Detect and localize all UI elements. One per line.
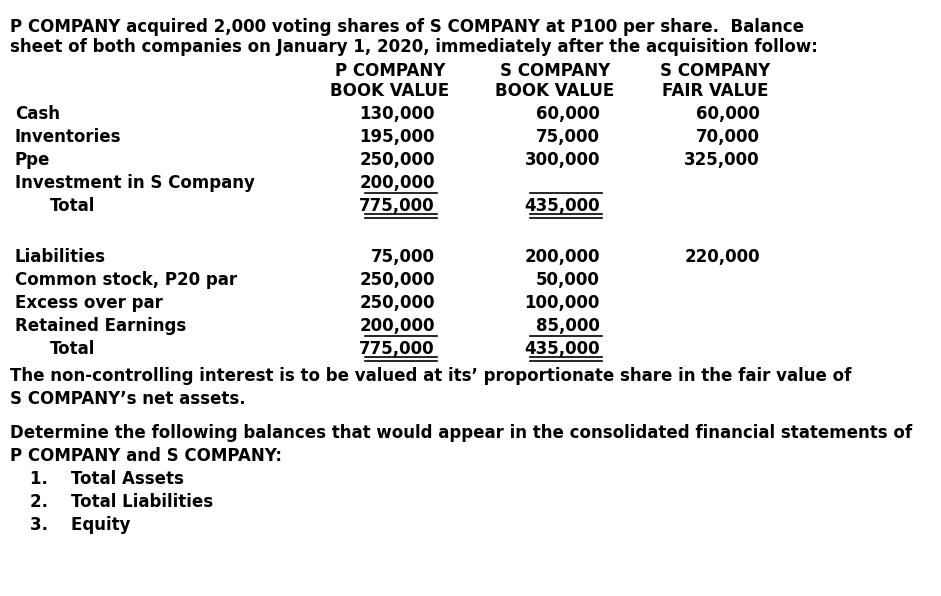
Text: 70,000: 70,000 — [696, 128, 760, 146]
Text: S COMPANY: S COMPANY — [500, 62, 610, 80]
Text: Determine the following balances that would appear in the consolidated financial: Determine the following balances that wo… — [10, 424, 912, 442]
Text: Total: Total — [50, 340, 95, 358]
Text: BOOK VALUE: BOOK VALUE — [495, 82, 614, 100]
Text: 435,000: 435,000 — [524, 340, 600, 358]
Text: 200,000: 200,000 — [359, 316, 435, 334]
Text: FAIR VALUE: FAIR VALUE — [662, 82, 768, 100]
Text: 50,000: 50,000 — [536, 271, 600, 288]
Text: 85,000: 85,000 — [536, 316, 600, 334]
Text: Investment in S Company: Investment in S Company — [15, 174, 255, 192]
Text: BOOK VALUE: BOOK VALUE — [330, 82, 450, 100]
Text: 325,000: 325,000 — [684, 151, 760, 169]
Text: Ppe: Ppe — [15, 151, 51, 169]
Text: 435,000: 435,000 — [524, 197, 600, 215]
Text: 220,000: 220,000 — [684, 247, 760, 266]
Text: 1.    Total Assets: 1. Total Assets — [30, 470, 183, 488]
Text: 250,000: 250,000 — [359, 151, 435, 169]
Text: 775,000: 775,000 — [359, 197, 435, 215]
Text: 250,000: 250,000 — [359, 271, 435, 288]
Text: 200,000: 200,000 — [359, 174, 435, 192]
Text: P COMPANY: P COMPANY — [335, 62, 445, 80]
Text: 75,000: 75,000 — [536, 128, 600, 146]
Text: 60,000: 60,000 — [536, 105, 600, 123]
Text: S COMPANY: S COMPANY — [660, 62, 770, 80]
Text: Inventories: Inventories — [15, 128, 121, 146]
Text: S COMPANY’s net assets.: S COMPANY’s net assets. — [10, 390, 246, 408]
Text: 200,000: 200,000 — [524, 247, 600, 266]
Text: P COMPANY acquired 2,000 voting shares of S COMPANY at P100 per share.  Balance: P COMPANY acquired 2,000 voting shares o… — [10, 18, 804, 36]
Text: Liabilities: Liabilities — [15, 247, 106, 266]
Text: The non-controlling interest is to be valued at its’ proportionate share in the : The non-controlling interest is to be va… — [10, 367, 852, 384]
Text: P COMPANY and S COMPANY:: P COMPANY and S COMPANY: — [10, 447, 282, 465]
Text: 100,000: 100,000 — [525, 294, 600, 312]
Text: Cash: Cash — [15, 105, 60, 123]
Text: 775,000: 775,000 — [359, 340, 435, 358]
Text: Common stock, P20 par: Common stock, P20 par — [15, 271, 237, 288]
Text: 60,000: 60,000 — [696, 105, 760, 123]
Text: sheet of both companies on January 1, 2020, immediately after the acquisition fo: sheet of both companies on January 1, 20… — [10, 38, 818, 56]
Text: 300,000: 300,000 — [524, 151, 600, 169]
Text: Excess over par: Excess over par — [15, 294, 163, 312]
Text: 250,000: 250,000 — [359, 294, 435, 312]
Text: 75,000: 75,000 — [371, 247, 435, 266]
Text: 3.    Equity: 3. Equity — [30, 516, 131, 534]
Text: Retained Earnings: Retained Earnings — [15, 316, 186, 334]
Text: Total: Total — [50, 197, 95, 215]
Text: 2.    Total Liabilities: 2. Total Liabilities — [30, 493, 213, 511]
Text: 195,000: 195,000 — [359, 128, 435, 146]
Text: 130,000: 130,000 — [359, 105, 435, 123]
